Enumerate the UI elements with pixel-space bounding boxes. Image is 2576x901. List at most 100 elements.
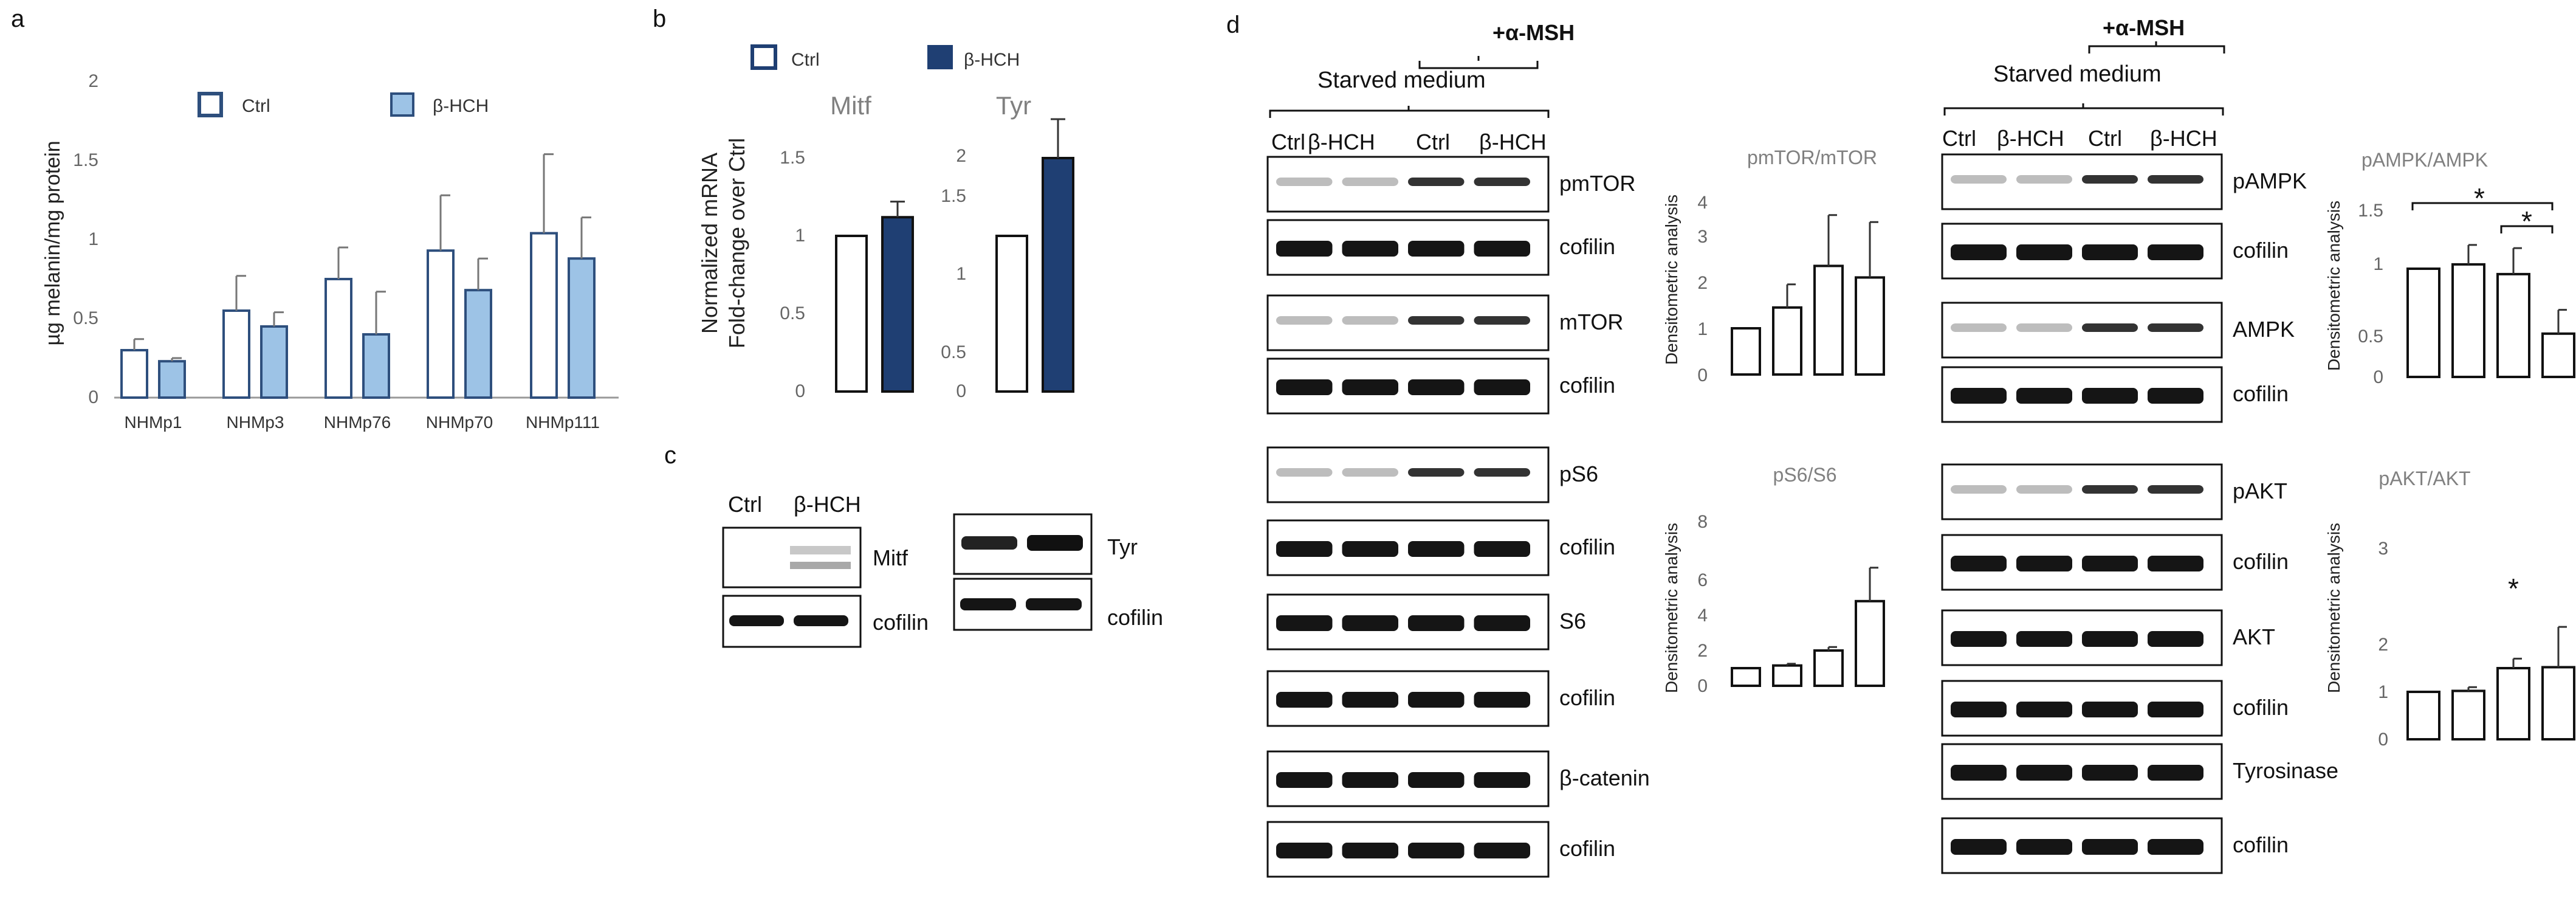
densitometry-bars (1731, 214, 2575, 740)
band (1408, 379, 1465, 395)
error-bar (171, 357, 182, 362)
band (2082, 388, 2138, 404)
band (2016, 631, 2072, 647)
band (1276, 468, 1333, 477)
yticks-mtor: 0 1 2 3 4 (1697, 193, 1708, 385)
bar-bhch (362, 333, 390, 399)
blot-label: cofilin (2233, 238, 2289, 263)
panel-b-ylabel-line1: Normalized mRNA (697, 153, 722, 334)
densito-bar (1813, 264, 1844, 376)
band (1027, 535, 1083, 551)
band (1408, 468, 1465, 477)
panel-d-lanes-right: Ctrl β-HCH Ctrl β-HCH (1942, 126, 2217, 151)
ytick: 0 (1697, 365, 1708, 385)
band (1342, 241, 1398, 257)
medium-bracket (1943, 103, 2224, 116)
band (2016, 839, 2072, 855)
error-bar (2512, 247, 2522, 274)
bar-ctrl (427, 249, 455, 399)
error-bar (1869, 221, 1878, 278)
band (1276, 316, 1333, 325)
chart-title-akt: pAKT/AKT (2379, 468, 2470, 489)
panel-a-ylabel: µg melanin/mg protein (41, 140, 64, 345)
ytick: 2 (88, 71, 98, 91)
band (1408, 772, 1465, 788)
ytick: 1.5 (941, 186, 966, 206)
panel-b-tyr-yticks: 0 0.5 1 1.5 2 (941, 146, 966, 401)
error-bar (1827, 646, 1837, 651)
band (2082, 556, 2138, 571)
band (1026, 598, 1082, 610)
band (1951, 244, 2007, 260)
x-label: NHMp3 (227, 413, 284, 432)
medium-label: Starved medium (1317, 67, 1486, 93)
legend-swatch-ctrl (750, 44, 777, 70)
sig-bracket-inner (2500, 225, 2554, 233)
band (1408, 615, 1465, 631)
panel-a-bars (120, 153, 596, 399)
sig-star: * (2508, 573, 2519, 604)
error-bar (133, 338, 144, 350)
panel-letters: a b c d (11, 5, 1240, 469)
band (2016, 388, 2072, 404)
densito-bar (1772, 306, 1802, 376)
error-bar (1869, 567, 1878, 601)
panel-d-lanes-left: Ctrl β-HCH Ctrl β-HCH (1271, 129, 1547, 154)
ytick: 6 (1697, 570, 1708, 590)
panel-d-blots-left: pmTOR cofilin mTOR cofilin pS6 cofilin S6 cofil… (1266, 156, 1650, 878)
ytick: 0 (2373, 367, 2383, 387)
panel-b-mitf-title: Mitf (830, 91, 871, 120)
error-bar (235, 275, 246, 311)
blot-label: cofilin (2233, 549, 2289, 574)
ytick: 1.5 (2358, 201, 2383, 221)
error-bar (439, 194, 450, 251)
error-bar (273, 311, 284, 326)
band (1951, 839, 2007, 855)
band (2148, 702, 2203, 717)
band (794, 615, 848, 626)
legend-label-bhch: β-HCH (433, 96, 489, 116)
band (2082, 485, 2138, 494)
band (1474, 692, 1530, 708)
densito-ylabel: Densitometric analysis (1662, 195, 1681, 365)
ytick: 2 (956, 146, 966, 166)
band (961, 536, 1017, 550)
sig-star: * (2521, 205, 2532, 237)
panel-a-xlabels: NHMp1 NHMp3 NHMp76 NHMp70 NHMp111 (125, 413, 600, 432)
blot-label: S6 (1559, 609, 1586, 633)
panel-d-blots-right: pAMPK cofilin AMPK cofilin pAKT cofilin AKT cof… (1941, 153, 2338, 874)
blot-label-tyr: Tyr (1107, 534, 1138, 559)
blot-label: cofilin (1559, 534, 1615, 559)
legend-swatch-bhch (927, 45, 953, 69)
band (2082, 175, 2138, 184)
x-label: NHMp76 (324, 413, 391, 432)
ytick: 1 (956, 264, 966, 284)
band (1474, 178, 1530, 186)
error-bar (2557, 626, 2567, 668)
panel-b-bars (835, 118, 1074, 393)
error-bar (1786, 663, 1796, 666)
ytick: 0.5 (73, 308, 98, 328)
blot-label: pAKT (2233, 478, 2287, 503)
lane-label: β-HCH (1997, 126, 2064, 151)
blot-label: pAMPK (2233, 168, 2307, 193)
band (2148, 244, 2203, 260)
band (1342, 316, 1398, 325)
ytick: 0 (88, 387, 98, 407)
densito-bar (1731, 667, 1761, 687)
error-bar (375, 291, 386, 334)
ytick: 2 (2378, 635, 2388, 655)
blot-mitf (722, 526, 862, 589)
blot-label-cofilin: cofilin (1107, 605, 1163, 630)
treatment-bracket (2088, 41, 2225, 54)
ytick: 0 (2378, 730, 2388, 750)
blot-label: cofilin (2233, 381, 2289, 406)
panel-a-yticks: 0 0.5 1 1.5 2 (73, 71, 98, 407)
band (1474, 843, 1530, 858)
legend-swatch-ctrl (197, 92, 223, 117)
band (1342, 772, 1398, 788)
band (960, 598, 1016, 610)
lane-label: Ctrl (1942, 126, 1976, 151)
band (1342, 692, 1398, 708)
ytick: 1 (795, 226, 805, 246)
